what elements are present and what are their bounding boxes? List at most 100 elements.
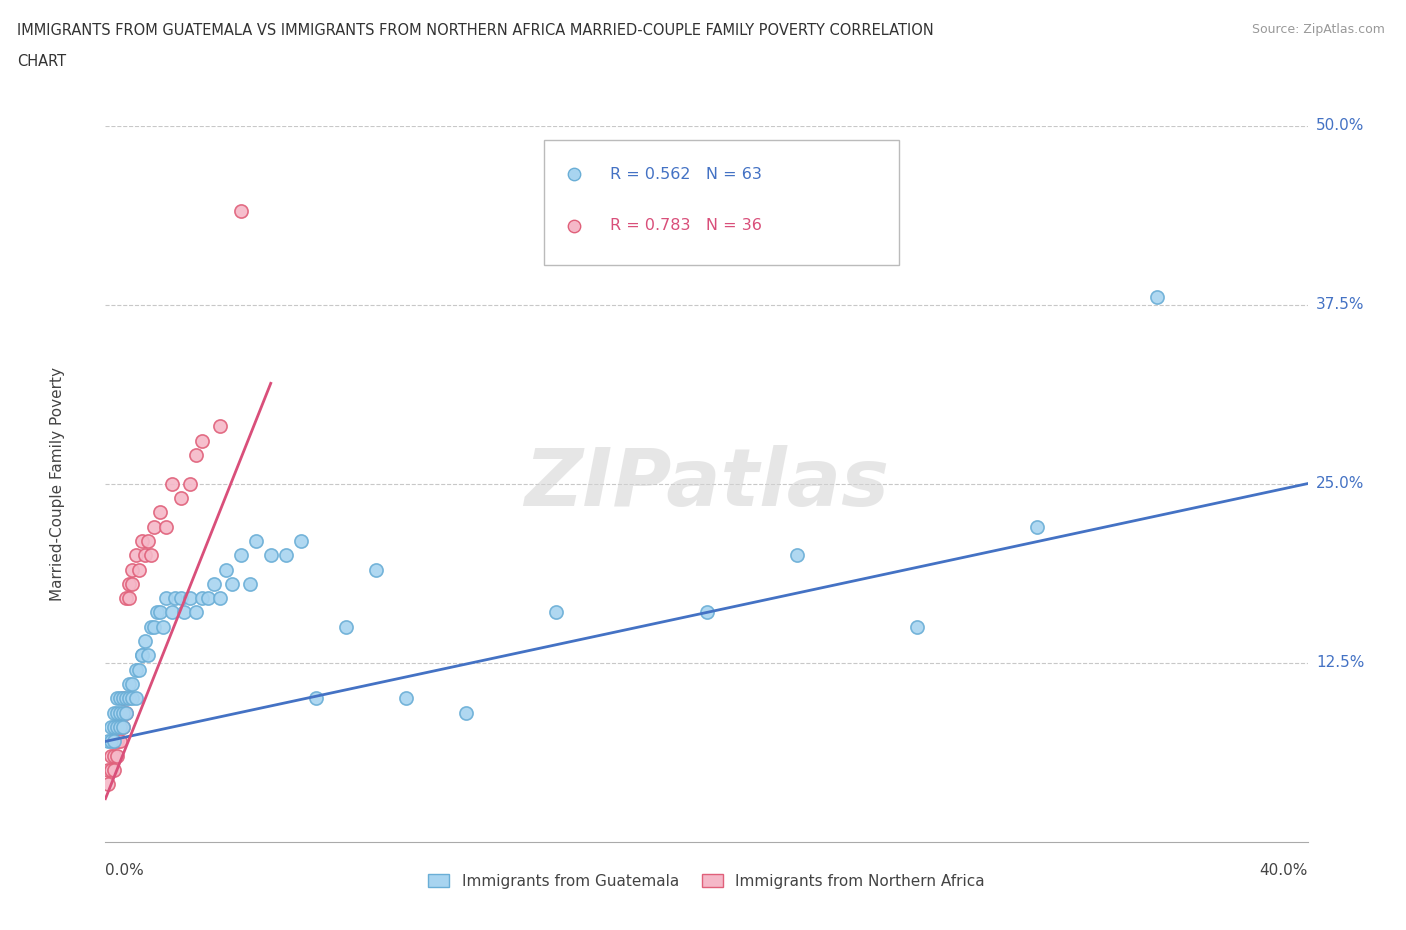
Point [142,619,165,634]
Point [229,204,252,219]
Point [118,577,141,591]
Point [100,749,122,764]
Text: 50.0%: 50.0% [1316,118,1364,133]
Point [131,534,153,549]
Point [107,720,129,735]
Point [160,605,183,620]
Point [115,705,138,720]
Point [905,619,928,634]
Point [110,705,132,720]
Point [179,476,201,491]
Point [107,720,129,735]
Point [115,691,138,706]
Point [229,548,252,563]
Point [335,619,357,634]
Point [118,677,141,692]
Point [145,605,167,620]
Point [100,720,122,735]
Point [97,734,120,749]
Point [112,691,135,706]
Point [121,677,143,692]
Point [134,633,156,648]
Point [239,577,262,591]
Point [305,691,328,706]
Point [103,720,125,735]
Point [103,734,125,749]
Point [1146,290,1168,305]
Point [100,763,122,777]
Point [139,548,162,563]
Point [107,734,129,749]
Point [103,734,125,749]
Point [112,705,135,720]
Point [190,433,212,448]
Point [169,490,191,505]
Point [454,705,477,720]
Point [152,619,174,634]
Point [208,591,231,605]
Point [160,476,183,491]
Point [364,562,387,577]
Point [103,763,125,777]
Text: 37.5%: 37.5% [1316,297,1364,312]
Point [128,662,150,677]
Point [696,605,718,620]
Point [103,749,125,764]
Point [107,705,129,720]
Point [124,691,146,706]
Text: 0.0%: 0.0% [105,863,145,878]
Point [148,505,170,520]
Point [110,691,132,706]
Point [184,447,207,462]
Point [134,548,156,563]
Text: R = 0.783   N = 36: R = 0.783 N = 36 [610,219,762,233]
Point [131,648,153,663]
Point [118,691,141,706]
Point [115,591,138,605]
Point [110,720,132,735]
Point [179,591,201,605]
Point [110,734,132,749]
Point [103,705,125,720]
Point [121,691,143,706]
Point [97,763,120,777]
Point [214,562,236,577]
Legend: Immigrants from Guatemala, Immigrants from Northern Africa: Immigrants from Guatemala, Immigrants fr… [422,868,991,895]
Point [155,519,177,534]
FancyBboxPatch shape [544,140,898,265]
Point [546,605,568,620]
Text: CHART: CHART [17,54,66,69]
Text: ZIPatlas: ZIPatlas [524,445,889,523]
Point [110,720,132,735]
Text: IMMIGRANTS FROM GUATEMALA VS IMMIGRANTS FROM NORTHERN AFRICA MARRIED-COUPLE FAMI: IMMIGRANTS FROM GUATEMALA VS IMMIGRANTS … [17,23,934,38]
Point [163,591,186,605]
Text: Source: ZipAtlas.com: Source: ZipAtlas.com [1251,23,1385,36]
Point [121,577,143,591]
Point [112,720,135,735]
Point [124,548,146,563]
Text: Married-Couple Family Poverty: Married-Couple Family Poverty [49,366,65,601]
Point [121,562,143,577]
Point [124,662,146,677]
Point [786,548,808,563]
Point [128,562,150,577]
Point [136,534,159,549]
Point [290,534,312,549]
Point [139,619,162,634]
Point [115,705,138,720]
Text: 12.5%: 12.5% [1316,655,1364,671]
Point [260,548,283,563]
Point [112,691,135,706]
Point [100,734,122,749]
Point [202,577,225,591]
Point [107,749,129,764]
Point [131,648,153,663]
Point [208,418,231,433]
Point [245,534,267,549]
Point [155,591,177,605]
Point [197,591,219,605]
Point [190,591,212,605]
Point [136,648,159,663]
Text: 40.0%: 40.0% [1260,863,1308,878]
Point [1026,519,1049,534]
